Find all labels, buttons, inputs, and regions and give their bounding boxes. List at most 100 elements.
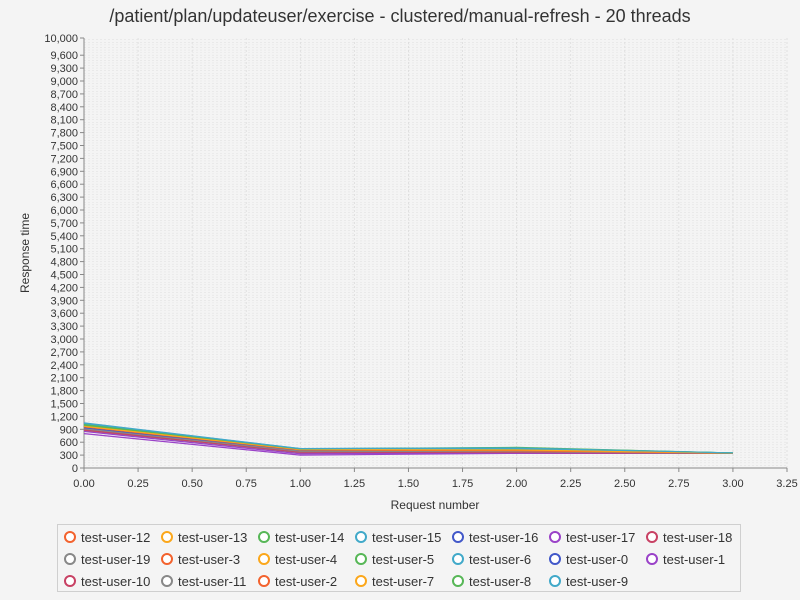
legend-item-test-user-19[interactable]: test-user-19 [64, 548, 150, 570]
legend-label: test-user-3 [178, 551, 241, 567]
legend-label: test-user-9 [566, 573, 629, 589]
legend-swatch-icon [549, 531, 561, 543]
legend-label: test-user-17 [566, 529, 636, 545]
legend-swatch-icon [646, 553, 658, 565]
y-tick-label: 3,000 [50, 334, 78, 346]
y-tick-label: 6,900 [50, 166, 78, 178]
y-tick-label: 8,100 [50, 115, 78, 127]
legend-label: test-user-11 [178, 573, 247, 589]
legend-swatch-icon [355, 531, 367, 543]
grid-layer [83, 38, 788, 469]
legend-label: test-user-2 [275, 573, 338, 589]
legend-item-test-user-16[interactable]: test-user-16 [452, 526, 538, 548]
y-tick-label: 4,500 [50, 270, 78, 282]
y-tick-label: 7,500 [50, 141, 78, 153]
legend-item-test-user-5[interactable]: test-user-5 [355, 548, 434, 570]
y-tick-label: 1,200 [50, 411, 78, 423]
legend-item-test-user-0[interactable]: test-user-0 [549, 548, 628, 570]
series-line-test-user-9 [83, 422, 733, 454]
y-tick-label: 600 [60, 437, 78, 449]
y-tick-label: 5,700 [50, 218, 78, 230]
legend-swatch-icon [646, 531, 658, 543]
legend-swatch-icon [355, 553, 367, 565]
legend-label: test-user-16 [469, 529, 539, 545]
series-line-test-user-7 [83, 425, 733, 454]
y-tick-label: 3,600 [50, 308, 78, 320]
y-tick-label: 2,400 [50, 360, 78, 372]
y-tick-label: 6,600 [50, 179, 78, 191]
legend-item-test-user-6[interactable]: test-user-6 [452, 548, 531, 570]
y-tick-label: 7,200 [50, 153, 78, 165]
y-tick-label: 3,900 [50, 295, 78, 307]
legend-item-test-user-14[interactable]: test-user-14 [258, 526, 344, 548]
y-axis-label: Response time [18, 213, 32, 293]
legend-label: test-user-18 [663, 529, 733, 545]
y-tick-label: 1,800 [50, 386, 78, 398]
x-tick-label: 0.50 [181, 478, 202, 490]
y-tick-label: 7,800 [50, 128, 78, 140]
legend-swatch-icon [258, 531, 270, 543]
x-tick-label: 0.00 [73, 478, 94, 490]
x-tick-label: 2.50 [614, 478, 635, 490]
y-tick-label: 3,300 [50, 321, 78, 333]
legend-swatch-icon [64, 531, 76, 543]
legend-item-test-user-12[interactable]: test-user-12 [64, 526, 150, 548]
y-tick-label: 5,400 [50, 231, 78, 243]
x-tick-label: 2.75 [668, 478, 689, 490]
y-tick-label: 300 [60, 450, 78, 462]
legend-label: test-user-19 [81, 551, 151, 567]
x-tick-label: 1.75 [452, 478, 473, 490]
legend-label: test-user-15 [372, 529, 442, 545]
y-tick-label: 10,000 [44, 33, 78, 45]
legend-label: test-user-8 [469, 573, 532, 589]
y-tick-label: 5,100 [50, 244, 78, 256]
legend-label: test-user-14 [275, 529, 345, 545]
y-tick-label: 9,600 [50, 50, 78, 62]
legend-item-test-user-3[interactable]: test-user-3 [161, 548, 240, 570]
legend-swatch-icon [258, 553, 270, 565]
legend-item-test-user-18[interactable]: test-user-18 [646, 526, 732, 548]
x-tick-label: 0.25 [127, 478, 148, 490]
y-tick-label: 8,400 [50, 102, 78, 114]
legend-label: test-user-4 [275, 551, 338, 567]
legend-item-test-user-2[interactable]: test-user-2 [258, 570, 337, 592]
legend-item-test-user-9[interactable]: test-user-9 [549, 570, 628, 592]
legend-label: test-user-13 [178, 529, 248, 545]
legend-swatch-icon [161, 553, 173, 565]
y-tick-label: 1,500 [50, 399, 78, 411]
legend-item-test-user-10[interactable]: test-user-10 [64, 570, 150, 592]
legend-swatch-icon [549, 575, 561, 587]
legend-item-test-user-15[interactable]: test-user-15 [355, 526, 441, 548]
legend-label: test-user-6 [469, 551, 532, 567]
legend-item-test-user-17[interactable]: test-user-17 [549, 526, 635, 548]
legend-item-test-user-8[interactable]: test-user-8 [452, 570, 531, 592]
x-tick-label: 1.50 [398, 478, 419, 490]
legend-swatch-icon [64, 575, 76, 587]
legend-item-test-user-4[interactable]: test-user-4 [258, 548, 337, 570]
chart-title: /patient/plan/updateuser/exercise - clus… [109, 6, 691, 26]
legend: test-user-12 test-user-13 test-user-14 test… [57, 524, 741, 592]
legend-swatch-icon [64, 553, 76, 565]
y-tick-label: 2,100 [50, 373, 78, 385]
x-tick-label: 3.25 [776, 478, 797, 490]
legend-item-test-user-7[interactable]: test-user-7 [355, 570, 434, 592]
x-tick-label: 0.75 [236, 478, 257, 490]
legend-swatch-icon [161, 531, 173, 543]
legend-label: test-user-5 [372, 551, 435, 567]
legend-item-test-user-13[interactable]: test-user-13 [161, 526, 247, 548]
y-axis-ticks: 03006009001,2001,5001,8002,1002,4002,700… [44, 33, 84, 475]
legend-swatch-icon [452, 531, 464, 543]
legend-label: test-user-0 [566, 551, 629, 567]
legend-swatch-icon [161, 575, 173, 587]
series-layer [83, 422, 733, 456]
x-axis-ticks: 0.00 0.25 0.50 0.75 1.00 1.25 1.50 1.75 2.00 2.25… [73, 468, 798, 490]
y-tick-label: 900 [60, 424, 78, 436]
y-tick-label: 4,800 [50, 257, 78, 269]
legend-item-test-user-1[interactable]: test-user-1 [646, 548, 725, 570]
legend-label: test-user-7 [372, 573, 435, 589]
legend-swatch-icon [452, 553, 464, 565]
legend-swatch-icon [355, 575, 367, 587]
y-tick-label: 9,000 [50, 76, 78, 88]
y-tick-label: 0 [72, 463, 78, 475]
legend-item-test-user-11[interactable]: test-user-11 [161, 570, 246, 592]
